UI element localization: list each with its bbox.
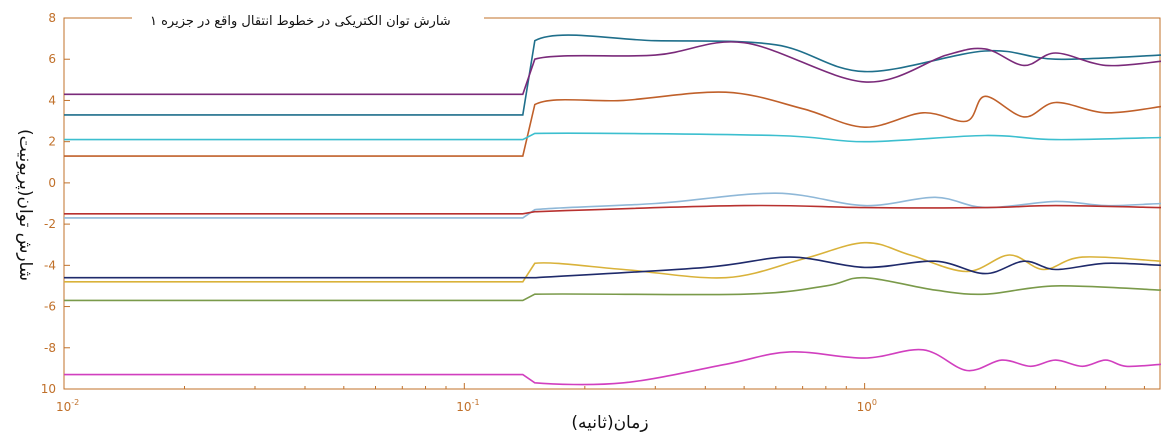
series-line-10	[64, 348, 1161, 386]
legend: شارش توان الکتریکی در خطوط انتقال واقع د…	[132, 12, 484, 29]
legend-text: شارش توان الکتریکی در خطوط انتقال واقع د…	[150, 14, 451, 29]
y-tick-label: -4	[44, 258, 56, 272]
y-tick-label: 10	[41, 382, 56, 396]
series-line-6	[64, 204, 1161, 215]
series-line-2	[64, 41, 1161, 96]
x-tick-base: 10	[456, 400, 471, 414]
legend-box	[132, 12, 484, 28]
x-axis-label: زمان(ثانیه)	[571, 413, 648, 433]
y-tick-label: 0	[48, 176, 56, 190]
series-lines	[64, 34, 1161, 386]
x-tick-exponent: -2	[71, 398, 79, 407]
x-tick-label: 10-2	[56, 398, 79, 414]
y-axis-ticks: 8 6 4 2 0 -2 -4 -6 -8 10	[41, 11, 70, 396]
series-line-4	[64, 132, 1161, 143]
y-tick-label: 8	[48, 11, 56, 25]
x-tick-exponent: -1	[472, 398, 480, 407]
series-line-5	[64, 192, 1161, 219]
x-tick-label: 10-1	[456, 398, 479, 414]
y-tick-label: 4	[48, 93, 56, 107]
y-axis-label: شارش توان(پریونیت)	[15, 129, 35, 281]
y-tick-label: 2	[48, 135, 56, 149]
y-tick-label: -6	[44, 300, 56, 314]
x-tick-base: 10	[857, 400, 872, 414]
x-tick-label: 100	[857, 398, 877, 414]
series-line-7	[64, 241, 1161, 283]
series-line-8	[64, 256, 1161, 279]
series-line-1	[64, 34, 1161, 116]
x-tick-base: 10	[56, 400, 71, 414]
y-tick-label: 6	[48, 52, 56, 66]
series-line-9	[64, 276, 1161, 302]
y-tick-label: -2	[44, 217, 56, 231]
x-axis-ticks: 10-2 10-1 100	[56, 383, 1145, 414]
plot-frame	[63, 17, 1161, 390]
x-tick-exponent: 0	[872, 398, 877, 407]
y-tick-label: -8	[44, 341, 56, 355]
series-line-3	[64, 91, 1161, 157]
